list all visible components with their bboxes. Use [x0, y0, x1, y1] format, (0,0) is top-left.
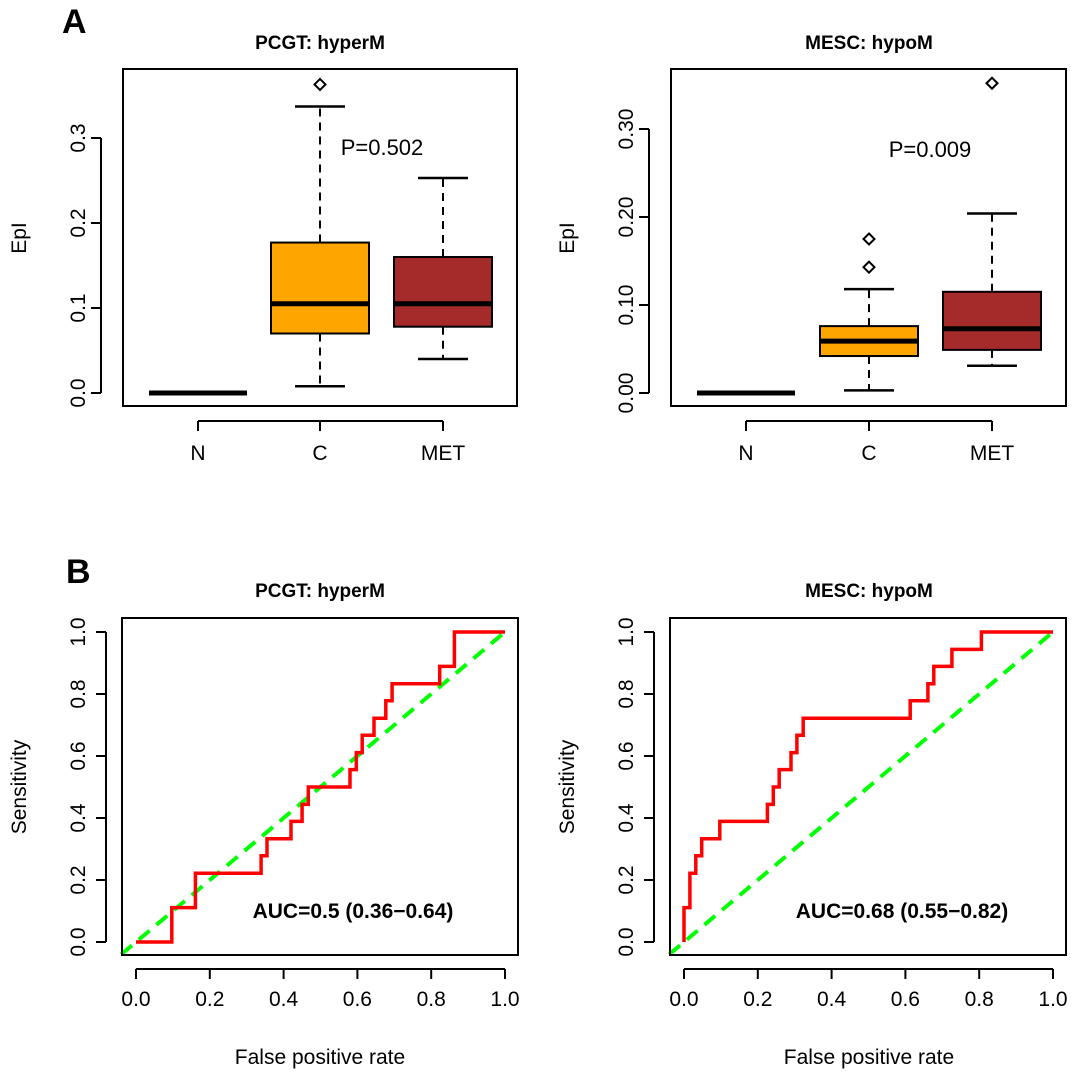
- roc-pcgt-hyperm: PCGT: hyperM Sensitivity False positive …: [8, 581, 520, 1069]
- x-tick-label: 1.0: [1038, 988, 1067, 1011]
- plot-frame: [121, 617, 519, 956]
- panel-letter-a: A: [62, 3, 87, 41]
- roc-curve: [136, 630, 505, 944]
- plot-frame: [122, 68, 518, 407]
- x-tick-label: 1.0: [490, 988, 519, 1011]
- y-tick-label: 0.4: [67, 803, 90, 833]
- roc-mesc-hypom: MESC: hypoM Sensitivity False positive r…: [556, 581, 1068, 1069]
- x-tick-label: 0.8: [965, 988, 994, 1011]
- y-tick-label: 0.0: [615, 927, 638, 956]
- x-tick-label: 0.0: [121, 988, 150, 1011]
- x-tick-label: C: [861, 442, 876, 465]
- y-tick-label: 0.6: [615, 741, 638, 770]
- x-tick-label: 0.0: [669, 988, 698, 1011]
- auc-annotation: AUC=0.5 (0.36−0.64): [253, 900, 454, 923]
- panel-letter-b: B: [66, 553, 91, 591]
- y-tick-label: 0.3: [67, 123, 90, 152]
- chart-title: PCGT: hyperM: [255, 581, 385, 602]
- chart-title: PCGT: hyperM: [255, 33, 385, 54]
- x-tick-label: MET: [970, 442, 1015, 465]
- y-tick-label: 1.0: [615, 617, 638, 646]
- boxplot-mesc-hypom: MESC: hypoM EpI P=0.009 0.00 0.10 0.20 0.30…: [556, 33, 1067, 465]
- chart-title: MESC: hypoM: [805, 581, 933, 602]
- auc-annotation: AUC=0.68 (0.55−0.82): [796, 900, 1008, 923]
- outlier-point: [313, 77, 327, 92]
- y-tick-label: 0.1: [67, 293, 90, 322]
- y-tick-label: 1.0: [67, 617, 90, 646]
- plot-frame: [669, 617, 1067, 956]
- reference-diagonal: [667, 630, 1055, 956]
- x-tick-label: 0.2: [195, 988, 224, 1011]
- y-tick-label: 0.20: [615, 197, 638, 238]
- x-tick-label: 0.4: [269, 988, 299, 1011]
- box-met: [942, 290, 1042, 351]
- boxplot-pcgt-hyperm: PCGT: hyperM EpI P=0.502 0.0 0.1 0.2 0.3 N C M…: [8, 33, 518, 465]
- y-axis-label: EpI: [556, 222, 579, 254]
- y-tick-label: 0.0: [67, 378, 90, 407]
- y-tick-label: 0.0: [67, 927, 90, 956]
- y-axis-label: Sensitivity: [556, 739, 579, 834]
- y-axis-label: Sensitivity: [8, 739, 31, 834]
- y-axis-label: EpI: [8, 222, 31, 254]
- y-tick-label: 0.00: [615, 373, 638, 414]
- x-tick-label: MET: [421, 442, 466, 465]
- y-tick-label: 0.30: [615, 109, 638, 150]
- p-value-annotation: P=0.009: [889, 137, 972, 162]
- x-tick-label: N: [190, 442, 205, 465]
- plot-frame: [670, 68, 1067, 407]
- reference-diagonal: [119, 630, 507, 956]
- y-tick-label: 0.8: [615, 679, 638, 708]
- x-tick-label: 0.4: [817, 988, 847, 1011]
- x-tick-label: 0.6: [343, 988, 372, 1011]
- x-tick-label: 0.2: [743, 988, 772, 1011]
- y-tick-label: 0.2: [67, 208, 90, 237]
- y-tick-label: 0.4: [615, 803, 638, 833]
- chart-title: MESC: hypoM: [805, 33, 933, 54]
- y-tick-label: 0.10: [615, 285, 638, 326]
- x-axis-label: False positive rate: [784, 1046, 954, 1069]
- roc-curve: [682, 630, 1053, 942]
- x-tick-label: C: [312, 442, 327, 465]
- outlier-point: [862, 232, 876, 246]
- box-met: [393, 256, 493, 328]
- x-tick-label: 0.6: [891, 988, 920, 1011]
- y-tick-label: 0.2: [615, 865, 638, 894]
- x-tick-label: 0.8: [417, 988, 446, 1011]
- box-c: [270, 241, 370, 335]
- x-tick-label: N: [738, 442, 753, 465]
- y-tick-label: 0.2: [67, 865, 90, 894]
- x-axis-label: False positive rate: [235, 1046, 405, 1069]
- outlier-point: [862, 260, 876, 275]
- outlier-point: [985, 76, 999, 91]
- p-value-annotation: P=0.502: [341, 135, 424, 160]
- y-tick-label: 0.6: [67, 741, 90, 770]
- y-tick-label: 0.8: [67, 679, 90, 708]
